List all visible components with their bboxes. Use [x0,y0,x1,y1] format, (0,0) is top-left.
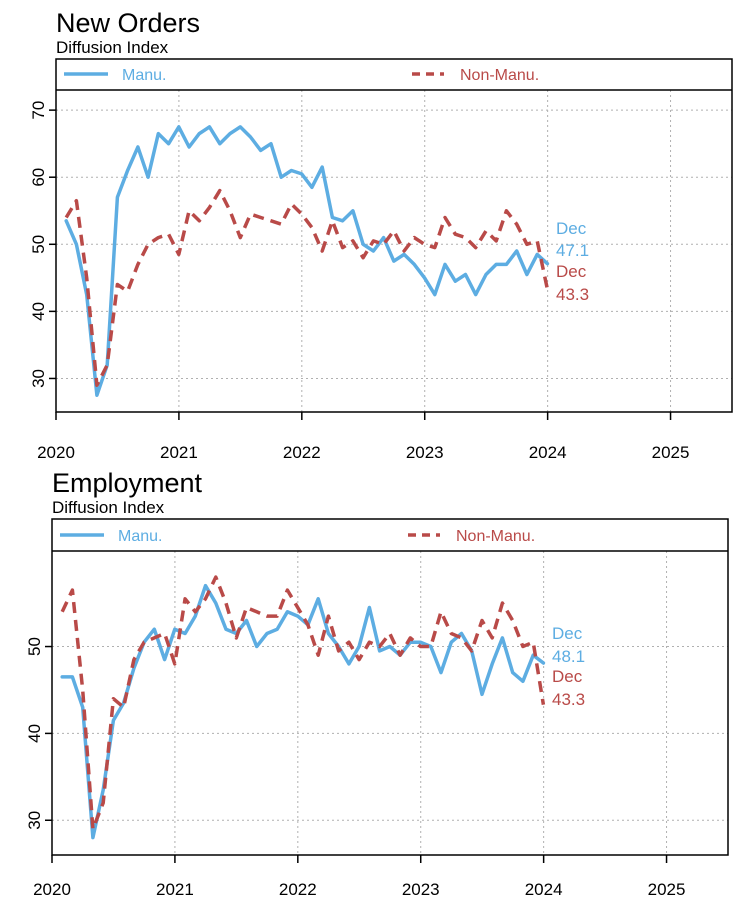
x-tick-label: 2024 [525,880,563,899]
x-tick-label: 2022 [279,880,317,899]
chart-title: New Orders [56,8,200,38]
x-tick-label: 2020 [33,880,71,899]
x-tick-label: 2022 [283,443,321,462]
chart-title: Employment [52,468,203,498]
series-line-manu [60,583,546,840]
legend-label-manu: Manu. [118,528,162,545]
y-tick-label: 30 [29,369,48,388]
x-tick-label: 2024 [529,443,567,462]
y-tick-label: 40 [29,302,48,321]
plot-border [55,58,733,413]
legend-label-manu: Manu. [122,67,166,84]
series-line-non-manu [60,575,546,831]
x-tick-label: 2025 [652,443,690,462]
y-tick-label: 60 [29,168,48,187]
annotation-value: 43.3 [552,690,585,709]
series-line-manu [64,125,550,397]
annotation-value: 47.1 [556,241,589,260]
x-tick-label: 2021 [160,443,198,462]
chart-subtitle: Diffusion Index [52,498,165,517]
annotation-month: Dec [552,667,583,686]
y-tick-label: 70 [29,101,48,120]
annotation-month: Dec [556,262,587,281]
y-tick-label: 50 [29,235,48,254]
legend-label-non-manu: Non-Manu. [460,67,539,84]
series-line-non-manu [64,188,550,387]
y-tick-label: 40 [25,724,44,743]
x-tick-label: 2021 [156,880,194,899]
annotation-value: 48.1 [552,647,585,666]
annotation-month: Dec [556,219,587,238]
legend-label-non-manu: Non-Manu. [456,528,535,545]
annotation-month: Dec [552,624,583,643]
x-tick-label: 2023 [402,880,440,899]
x-tick-label: 2023 [406,443,444,462]
annotation-value: 43.3 [556,285,589,304]
y-tick-label: 30 [25,811,44,830]
x-tick-label: 2025 [648,880,686,899]
chart-subtitle: Diffusion Index [56,38,169,57]
y-tick-label: 50 [25,637,44,656]
x-tick-label: 2020 [37,443,75,462]
plot-border [51,518,729,856]
